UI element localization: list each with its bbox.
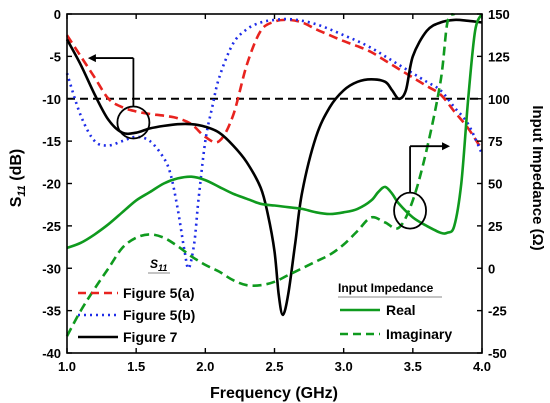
plot-frame	[66, 13, 483, 354]
x-tick-label: 3.5	[404, 359, 422, 374]
legend-right: Input Impedance Real Imaginary	[338, 281, 452, 342]
legend-label-imaginary: Imaginary	[386, 326, 452, 342]
annotation-circle-impedance	[393, 191, 427, 230]
legend-left-title-main: S	[150, 257, 158, 271]
y-right-tick-label: 100	[488, 92, 510, 107]
y-left-tick-label: -40	[42, 346, 61, 361]
y-axis-left-title: S11 (dB)	[8, 149, 28, 208]
y-right-tick-label: 150	[488, 7, 510, 22]
y-right-tick-label: 50	[488, 177, 502, 192]
series-line-real	[66, 13, 484, 250]
x-tick-label: 2.5	[265, 359, 283, 374]
y-left-title-unit: (dB)	[8, 149, 25, 185]
y-left-tick-label: -35	[42, 304, 61, 319]
legend-left-title: S11	[150, 257, 167, 273]
x-tick-label: 3.0	[335, 359, 353, 374]
y-left-tick-label: -20	[42, 177, 61, 192]
series-group	[65, 12, 484, 337]
y-left-tick-label: -10	[42, 92, 61, 107]
series-line-figure-5-a	[65, 18, 484, 151]
annotation-arrow-impedance-head	[442, 142, 451, 151]
legend-left: S11 Figure 5(a) Figure 5(b) Figure 7	[78, 257, 195, 345]
y-axis-right-title: Input Impedance (Ω)	[529, 105, 546, 250]
legend-label-figure-5b: Figure 5(b)	[123, 307, 195, 323]
annotation-arrow-s11-head	[87, 54, 96, 63]
y-right-tick-label: -50	[488, 346, 507, 361]
legend-label-real: Real	[386, 302, 416, 318]
x-tick-label: 4.0	[473, 359, 491, 374]
series-line-figure-7	[65, 18, 483, 317]
legend-label-figure-5a: Figure 5(a)	[123, 285, 195, 301]
x-tick-label: 1.0	[58, 359, 76, 374]
y-left-tick-label: -5	[49, 49, 61, 64]
y-right-tick-label: -25	[488, 304, 507, 319]
y-left-tick-label: -25	[42, 219, 61, 234]
y-right-tick-label: 0	[488, 261, 495, 276]
y-right-tick-label: 125	[488, 49, 510, 64]
y-right-tick-label: 25	[488, 219, 502, 234]
x-axis-title: Frequency (GHz)	[210, 385, 338, 402]
axes: 1.0 1.5 2.0 2.5 3.0 3.5 4.0 0 -5 -10 -15 -20 -25 -30 -…	[42, 7, 510, 374]
legend-label-figure-7: Figure 7	[123, 329, 178, 345]
legend-right-title: Input Impedance	[338, 281, 434, 295]
x-tick-label: 2.0	[196, 359, 214, 374]
y-left-tick-label: -15	[42, 134, 61, 149]
y-left-tick-label: -30	[42, 261, 61, 276]
y-left-title-sub: 11	[16, 185, 28, 196]
series-line-figure-5-b	[65, 17, 484, 270]
y-right-tick-label: 75	[488, 134, 502, 149]
legend-left-title-sub: 11	[158, 263, 167, 273]
series-line-imaginary	[65, 12, 456, 337]
annotations	[87, 54, 451, 230]
y-left-title-main: S	[8, 196, 25, 207]
x-tick-label: 1.5	[127, 359, 145, 374]
y-left-tick-label: 0	[54, 7, 61, 22]
